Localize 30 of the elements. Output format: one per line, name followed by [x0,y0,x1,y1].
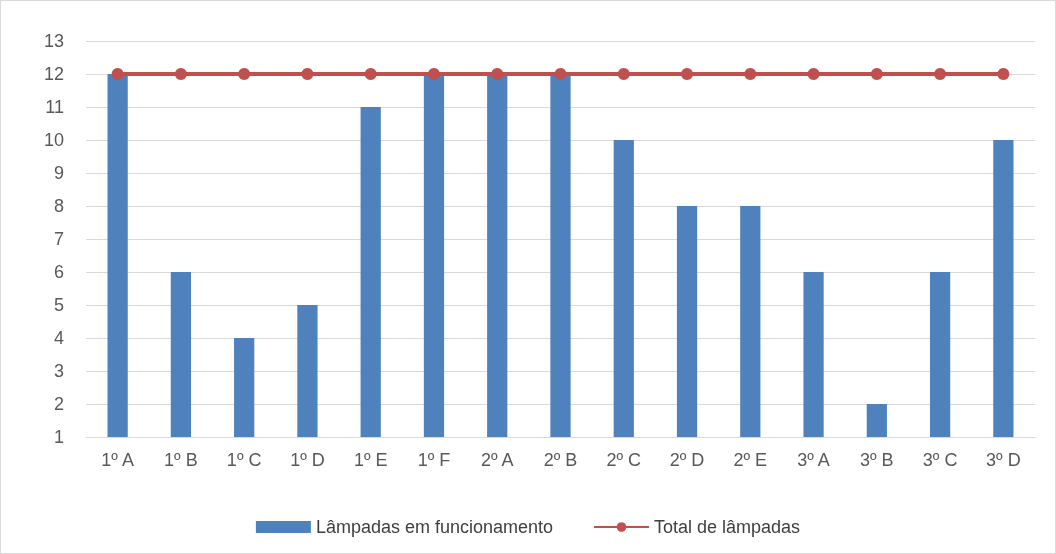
x-tick-label: 3º D [986,450,1021,470]
x-tick-label: 1º D [290,450,325,470]
x-tick-label: 1º A [101,450,134,470]
x-tick-label: 3º B [860,450,894,470]
y-tick-label: 12 [43,64,64,84]
x-tick-label: 2º A [480,450,514,470]
x-tick-label: 1º E [353,450,388,470]
x-tick-label: 1º F [417,450,451,470]
y-tick-label: 3 [53,361,64,381]
x-tick-label: 3º C [922,450,958,470]
y-tick-label: 9 [53,163,64,183]
x-tick-label: 2º E [733,450,768,470]
legend-label: Total de lâmpadas [654,517,801,537]
x-tick-label: 1º B [164,450,198,470]
y-tick-label: 1 [53,427,64,447]
y-tick-label: 8 [53,196,64,216]
y-tick-label: 11 [45,97,64,117]
y-tick-label: 10 [43,130,64,150]
y-tick-label: 4 [53,328,64,348]
legend-label: Lâmpadas em funcionamento [315,517,554,537]
y-tick-label: 13 [43,31,64,51]
y-tick-label: 7 [53,229,64,249]
y-tick-label: 5 [53,295,64,315]
y-tick-label: 2 [53,394,64,414]
x-tick-label: 2º C [606,450,642,470]
x-tick-label: 2º B [543,450,578,470]
y-tick-label: 6 [53,262,64,282]
x-tick-label: 3º A [797,450,830,470]
x-tick-label: 1º C [226,450,262,470]
x-tick-label: 2º D [669,450,705,470]
